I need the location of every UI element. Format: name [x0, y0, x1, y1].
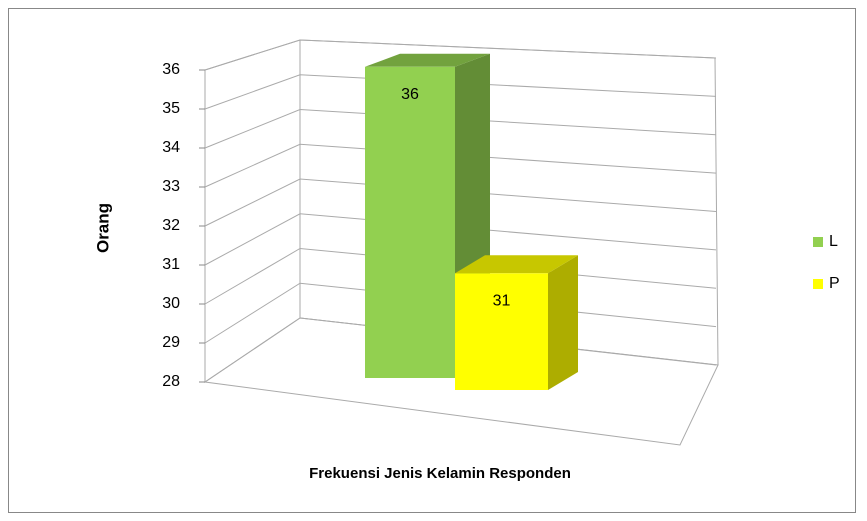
grid-line — [204, 108, 717, 149]
bar-top — [365, 53, 490, 67]
bar-side — [548, 255, 578, 390]
y-tick-label: 31 — [162, 256, 180, 273]
data-label: 36 — [401, 86, 419, 103]
data-label: 31 — [493, 293, 511, 310]
legend-swatch — [813, 237, 823, 247]
y-axis-title: Orang — [93, 203, 112, 253]
y-tick-label: 28 — [162, 373, 180, 390]
legend-label: P — [829, 275, 840, 292]
grid-line — [204, 143, 717, 188]
legend-label: L — [829, 233, 838, 250]
y-tick-label: 32 — [162, 217, 180, 234]
bar — [455, 273, 548, 390]
y-tick-label: 29 — [162, 334, 180, 351]
grid-line — [204, 39, 717, 71]
grid-line — [204, 178, 717, 227]
bar-top — [455, 255, 578, 274]
y-tick-label: 33 — [162, 178, 180, 195]
y-tick-label: 34 — [162, 139, 180, 156]
grid-line — [204, 213, 717, 266]
grid-line — [204, 74, 717, 110]
bar — [365, 66, 455, 379]
y-tick-label: 30 — [162, 295, 180, 312]
legend-swatch — [813, 279, 823, 289]
x-axis-title: Frekuensi Jenis Kelamin Responden — [309, 465, 571, 482]
y-tick-label: 36 — [162, 61, 180, 78]
y-tick-label: 35 — [162, 100, 180, 117]
